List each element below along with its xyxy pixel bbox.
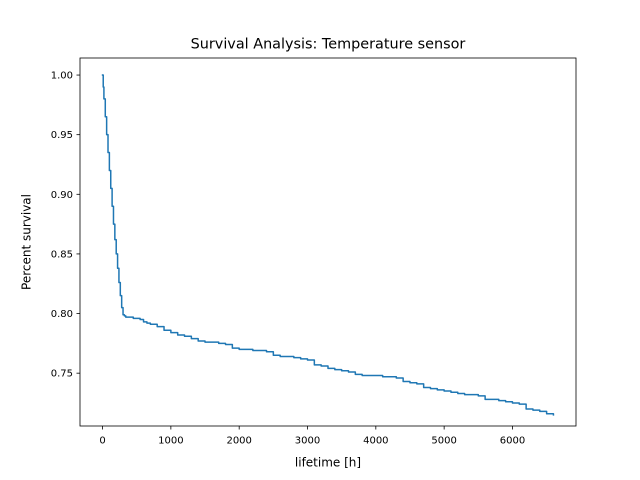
y-tick-label: 1.00 [51,71,73,82]
x-tick-label: 6000 [500,436,525,447]
x-tick-label: 0 [99,436,105,447]
y-tick-label: 0.85 [51,249,73,260]
axis-ticks: 0 1000 2000 3000 4000 5000 6000 0.75 0.80 0.85 0.9… [51,71,525,447]
chart-title: Survival Analysis: Temperature sensor [191,37,466,53]
y-tick-label: 0.75 [51,369,73,380]
x-tick-label: 3000 [295,436,320,447]
x-axis-label: lifetime [h] [295,456,361,470]
x-tick-label: 5000 [431,436,456,447]
plot-area-frame [79,57,577,427]
x-tick-label: 2000 [226,436,251,447]
y-axis-label: Percent survival [20,194,34,290]
y-tick-label: 0.90 [51,190,73,201]
x-tick-label: 1000 [158,436,183,447]
x-tick-label: 4000 [363,436,388,447]
y-tick-label: 0.80 [51,309,73,320]
survival-curve [101,74,555,416]
y-tick-label: 0.95 [51,130,73,141]
